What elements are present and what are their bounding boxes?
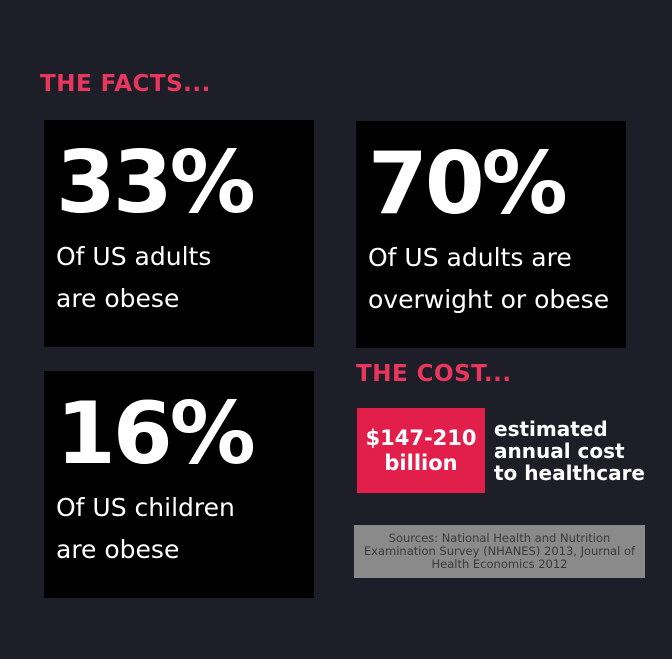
- fact-stat: 33%: [56, 133, 256, 233]
- fact-card: 70% Of US adults are overwight or obese: [356, 121, 626, 348]
- fact-text: Of US children: [56, 493, 235, 522]
- cost-description-line: to healthcare: [494, 461, 645, 485]
- fact-stat: 70%: [368, 134, 568, 234]
- fact-text: are obese: [56, 535, 180, 564]
- fact-text: Of US adults: [56, 242, 212, 271]
- cost-amount-line: billion: [384, 450, 458, 475]
- cost-amount-line: $147-210: [365, 425, 477, 450]
- cost-heading: THE COST...: [356, 361, 512, 387]
- fact-text: Of US adults are: [368, 243, 572, 272]
- fact-text: overwight or obese: [368, 285, 610, 314]
- fact-card: 33% Of US adults are obese: [44, 120, 314, 347]
- sources: Sources: National Health and Nutrition E…: [354, 525, 645, 578]
- cost-description-line: estimated: [494, 417, 608, 441]
- cost-amount: $147-210 billion: [357, 408, 485, 493]
- cost-description: estimated annual cost to healthcare: [494, 418, 645, 484]
- cost-description-line: annual cost: [494, 439, 625, 463]
- fact-card: 16% Of US children are obese: [44, 371, 314, 598]
- fact-stat: 16%: [56, 384, 256, 484]
- fact-text: are obese: [56, 284, 180, 313]
- facts-heading: THE FACTS...: [40, 71, 211, 97]
